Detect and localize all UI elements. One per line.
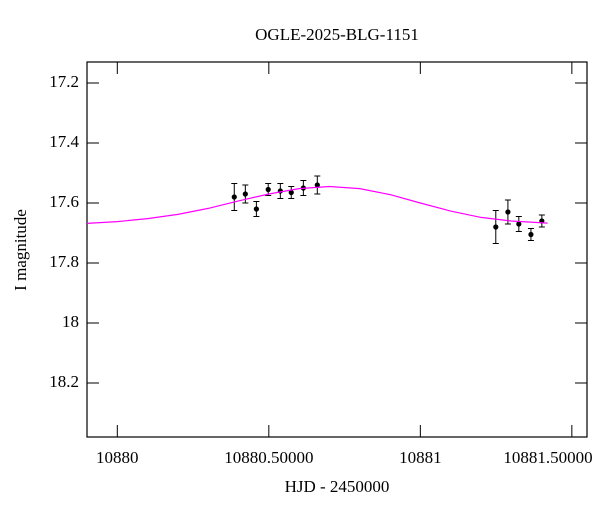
data-point [505, 209, 511, 215]
data-point [231, 194, 237, 200]
x-axis-label: HJD - 2450000 [285, 477, 390, 496]
x-tick-label: 10880.50000 [224, 448, 313, 467]
x-tick-label: 10881.50000 [503, 448, 592, 467]
plot-frame [86, 61, 588, 438]
y-tick-label: 17.2 [49, 72, 79, 91]
data-point [314, 182, 320, 188]
x-tick-label: 10881 [399, 448, 442, 467]
x-tick-label: 10880 [96, 448, 139, 467]
data-point [242, 191, 248, 197]
y-tick-label: 17.8 [49, 252, 79, 271]
y-axis-label: I magnitude [11, 209, 30, 291]
data-point [265, 186, 271, 193]
chart-title: OGLE-2025-BLG-1151 [255, 25, 419, 44]
data-point [516, 221, 522, 227]
data-point [288, 189, 294, 196]
y-tick-label: 18 [62, 312, 79, 331]
data-point [493, 224, 499, 230]
data-point [253, 206, 259, 212]
data-point [528, 231, 534, 238]
y-tick-label: 17.4 [49, 132, 79, 151]
model-curve [86, 185, 548, 224]
y-tick-label: 18.2 [49, 372, 79, 391]
y-tick-label: 17.6 [49, 192, 79, 211]
